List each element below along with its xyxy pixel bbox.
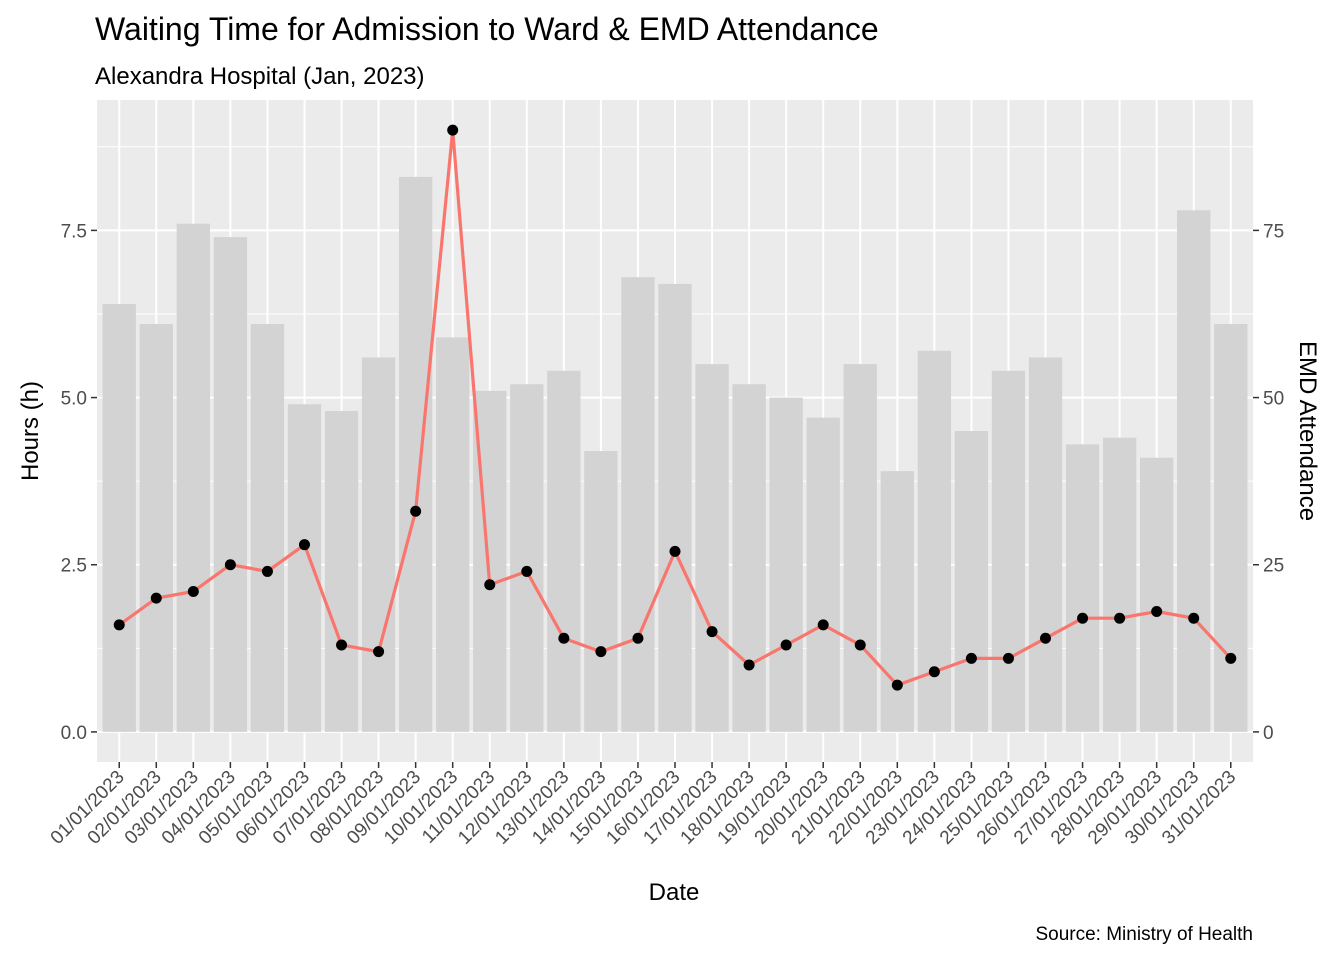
y-tick-label: 7.5 [61,221,87,242]
attendance-bar [769,397,803,732]
attendance-bar [1028,357,1063,732]
attendance-bar [732,384,766,732]
attendance-bar [213,237,248,732]
attendance-bar [1102,437,1137,732]
attendance-bar [547,370,581,732]
chart-title: Waiting Time for Admission to Ward & EMD… [95,11,879,47]
attendance-bar [843,364,877,732]
waiting-time-point [373,646,385,658]
attendance-bar [361,357,396,732]
attendance-bar [658,283,692,732]
y2-tick-label: 0 [1263,723,1274,744]
attendance-bar [287,404,322,732]
waiting-time-point [1188,612,1200,624]
attendance-bar [806,417,840,732]
attendance-bar [324,410,359,732]
waiting-time-point [891,679,903,691]
waiting-time-point [558,632,570,644]
waiting-time-point [669,545,681,557]
waiting-time-point [928,666,940,678]
waiting-time-point [298,539,310,551]
attendance-bar [1065,444,1100,732]
caption: Source: Ministry of Health [1035,924,1253,945]
attendance-bar [584,451,618,732]
attendance-bar [621,277,655,732]
attendance-bar [695,364,729,732]
attendance-bar [954,431,989,732]
y-tick-label: 2.5 [61,556,87,577]
y-tick-label: 5.0 [61,389,87,410]
waiting-time-point [1225,652,1237,664]
waiting-time-point [632,632,644,644]
waiting-time-point [484,579,496,591]
waiting-time-point [150,592,162,604]
waiting-time-point [743,659,755,671]
attendance-bar [102,303,136,732]
attendance-bar [398,176,433,732]
chart-subtitle: Alexandra Hospital (Jan, 2023) [95,63,425,90]
attendance-bar [991,370,1026,732]
attendance-bar [176,223,211,732]
attendance-bar [880,471,914,732]
waiting-time-point [854,639,866,651]
waiting-time-point [521,565,533,577]
y2-tick-label: 75 [1263,221,1284,242]
attendance-bar [139,324,173,732]
waiting-time-point [780,639,792,651]
y-axis-title: Hours (h) [17,381,44,481]
waiting-time-point [1040,632,1052,644]
y2-tick-label: 25 [1263,556,1284,577]
waiting-time-point [447,124,459,136]
waiting-time-point [261,565,273,577]
attendance-bar [510,384,544,732]
waiting-time-point [1114,612,1126,624]
attendance-bar [1139,457,1174,732]
waiting-time-point [1151,606,1163,618]
bar-series [102,176,1248,732]
attendance-bar [1177,210,1211,732]
x-axis-title: Date [649,879,700,906]
waiting-time-point [706,626,718,638]
attendance-bar [1214,324,1248,732]
waiting-time-point [224,559,236,571]
waiting-time-point [113,619,125,631]
y2-axis-title: EMD Attendance [1294,341,1321,521]
y2-tick-label: 50 [1263,389,1284,410]
waiting-time-point [187,585,199,597]
attendance-bar [250,324,285,732]
waiting-time-point [965,652,977,664]
y-tick-label: 0.0 [61,723,87,744]
waiting-time-point [817,619,829,631]
waiting-time-point [595,646,607,658]
waiting-time-point [1077,612,1089,624]
waiting-time-point [410,505,422,517]
waiting-time-point [1002,652,1014,664]
point-series [113,124,1237,691]
waiting-time-point [336,639,348,651]
attendance-bar [436,337,470,732]
